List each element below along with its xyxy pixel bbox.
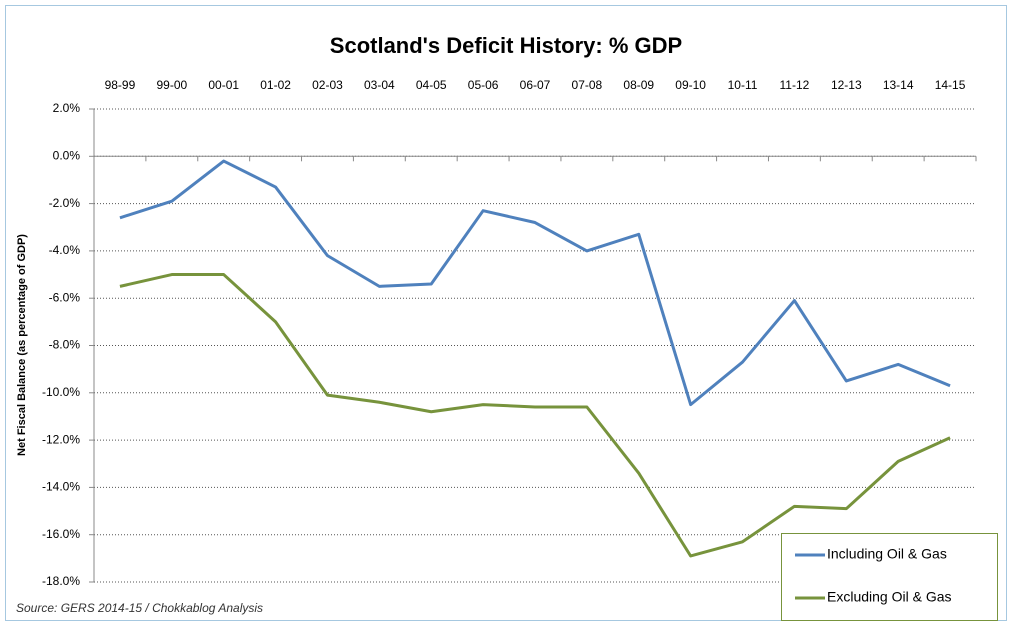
y-tick-label: -18.0% — [42, 574, 80, 588]
legend-label: Including Oil & Gas — [827, 546, 947, 562]
chart-title: Scotland's Deficit History: % GDP — [330, 33, 682, 58]
y-tick-label: -2.0% — [49, 196, 81, 210]
x-tick-label: 08-09 — [623, 78, 654, 92]
x-tick-label: 04-05 — [416, 78, 447, 92]
x-tick-label: 13-14 — [883, 78, 914, 92]
y-tick-label: -10.0% — [42, 385, 80, 399]
x-tick-label: 01-02 — [260, 78, 291, 92]
y-tick-label: -6.0% — [49, 290, 81, 304]
x-tick-label: 03-04 — [364, 78, 395, 92]
x-tick-label: 98-99 — [105, 78, 136, 92]
y-tick-label: -8.0% — [49, 338, 81, 352]
y-tick-label: -14.0% — [42, 480, 80, 494]
legend-label: Excluding Oil & Gas — [827, 589, 952, 605]
source-note: Source: GERS 2014-15 / Chokkablog Analys… — [16, 601, 263, 615]
y-tick-label: -16.0% — [42, 527, 80, 541]
x-tick-label: 11-12 — [780, 78, 810, 92]
x-tick-label: 06-07 — [520, 78, 551, 92]
x-tick-label: 00-01 — [208, 78, 239, 92]
x-tick-label: 10-11 — [728, 78, 758, 92]
legend-box — [781, 533, 998, 621]
x-tick-label: 09-10 — [675, 78, 706, 92]
x-tick-label: 14-15 — [935, 78, 966, 92]
y-tick-label: 0.0% — [53, 148, 81, 162]
x-tick-label: 05-06 — [468, 78, 499, 92]
chart-frame — [5, 5, 1007, 621]
data-line — [119, 273, 951, 558]
y-tick-label: -4.0% — [49, 243, 81, 257]
y-tick-label: 2.0% — [53, 101, 81, 115]
y-tick-label: -12.0% — [42, 432, 80, 446]
x-tick-label: 02-03 — [312, 78, 343, 92]
y-axis-title: Net Fiscal Balance (as percentage of GDP… — [16, 234, 28, 456]
data-line — [119, 159, 951, 407]
x-tick-label: 99-00 — [156, 78, 187, 92]
x-tick-label: 12-13 — [831, 78, 862, 92]
x-tick-label: 07-08 — [572, 78, 603, 92]
